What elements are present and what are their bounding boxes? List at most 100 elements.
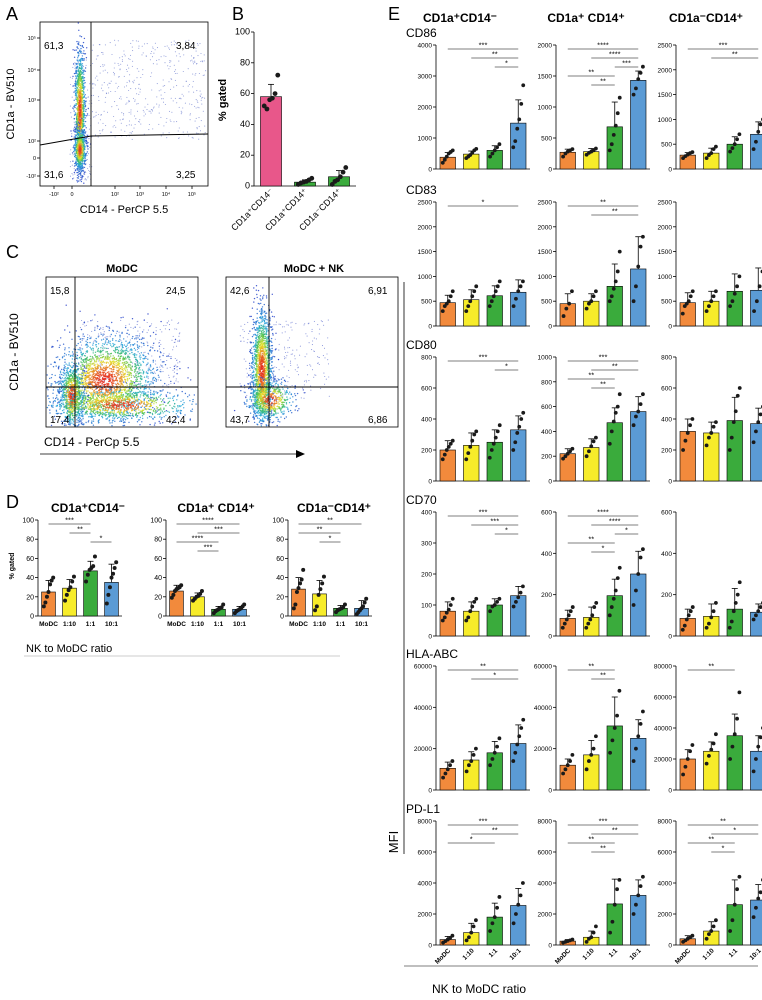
flow-c1-event — [82, 323, 84, 325]
flow-a-event — [88, 169, 90, 171]
flow-a-event — [74, 82, 76, 85]
flow-c1-event — [141, 376, 143, 378]
flow-c1-event — [52, 366, 55, 368]
flow-a-event — [75, 141, 77, 144]
flow-a-event — [185, 80, 187, 82]
flow-c1-event — [139, 377, 142, 379]
flow-c1-event — [127, 329, 129, 331]
flow-c1-event — [79, 338, 81, 340]
flow-c1-event — [78, 356, 81, 359]
flow-c1-event — [111, 321, 113, 324]
flow-c1-event — [100, 361, 102, 363]
flow-a-event — [189, 44, 191, 46]
flow-c1-event — [80, 379, 83, 381]
flow-c1-event — [68, 354, 70, 356]
flow-a-event — [77, 177, 80, 179]
flow-a-event — [198, 72, 200, 75]
flow-c1-event — [176, 328, 178, 330]
flow-a-event — [172, 100, 174, 102]
flow-c1-event — [104, 383, 107, 386]
flow-c1-event — [159, 366, 161, 368]
flow-c1-event — [107, 352, 109, 354]
flow-c1-event — [138, 367, 140, 369]
flow-c1-event — [64, 372, 66, 374]
flow-a-event — [84, 70, 87, 73]
flow-c1-event — [124, 399, 127, 402]
flow-c1-event — [107, 355, 109, 357]
flow-a-event — [141, 45, 143, 47]
flow-a-event — [171, 44, 173, 46]
flow-c1-event — [132, 362, 134, 364]
flow-c1-event — [100, 332, 102, 334]
flow-c1-event — [135, 356, 137, 359]
flow-a-event — [134, 123, 136, 126]
flow-c1-event — [49, 409, 51, 411]
flow-a-event — [182, 95, 185, 97]
flow-a-event — [102, 65, 104, 67]
flow-c1-event — [172, 349, 174, 351]
flow-c1-event — [129, 359, 131, 361]
flow-c1-event — [120, 419, 122, 421]
flow-a-event — [79, 82, 82, 85]
flow-a-event — [174, 97, 176, 99]
flow-c1-event — [75, 362, 78, 365]
flow-c1-event — [162, 399, 164, 401]
flow-c1-event — [105, 347, 108, 350]
flow-a-event — [76, 67, 78, 70]
flow-c1-event — [96, 355, 98, 358]
flow-c1-event — [159, 329, 161, 331]
flow-c1-event — [56, 340, 59, 342]
flow-c1-event — [131, 389, 133, 391]
flow-c1-event — [143, 344, 145, 346]
flow-a-event — [168, 47, 170, 49]
flow-c1-event — [65, 367, 67, 369]
flow-a-event — [77, 52, 79, 54]
flow-a-event — [75, 95, 77, 97]
flow-a-event — [77, 133, 80, 135]
flow-c1-event — [123, 344, 126, 346]
flow-a-event — [188, 91, 190, 93]
flow-a-event — [83, 109, 85, 112]
flow-c1-event — [140, 374, 142, 377]
flow-c1-event — [113, 374, 116, 376]
flow-c1-event — [89, 341, 91, 344]
flow-a-event — [119, 69, 121, 71]
flow-c1-event — [168, 320, 170, 322]
flow-a-event — [152, 63, 154, 65]
flow-a-event — [73, 114, 76, 116]
flow-c1-event — [134, 370, 136, 372]
flow-c1-event — [143, 329, 145, 331]
flow-c1-event — [65, 371, 68, 374]
flow-c1-event — [147, 372, 149, 375]
flow-c1-event — [77, 342, 79, 345]
flow-c1-event — [122, 370, 124, 372]
flow-a-event — [139, 88, 141, 90]
flow-a-event — [101, 130, 103, 132]
flow-c1-event — [85, 376, 88, 379]
flow-c1-event — [98, 328, 101, 331]
flow-a-event — [77, 70, 79, 72]
flow-c1-event — [88, 378, 90, 380]
flow-a-event — [151, 50, 153, 53]
flow-c1-event — [134, 326, 136, 328]
flow-c1-event — [133, 347, 136, 350]
flow-c1-event — [136, 349, 138, 351]
flow-c1-event — [108, 353, 110, 355]
flow-a-event — [153, 106, 155, 108]
flow-a-event — [163, 55, 165, 57]
flow-a-event — [123, 86, 126, 88]
flow-a-event — [105, 96, 107, 98]
flow-c1-event — [87, 321, 89, 323]
flow-c1-event — [100, 369, 103, 371]
flow-c1-event — [100, 406, 103, 409]
flow-c1-event — [137, 388, 139, 391]
flow-a-xtick-label: 10² — [111, 192, 119, 198]
flow-a-event — [85, 171, 87, 174]
flow-a-event — [182, 70, 184, 73]
flow-c1-event — [114, 351, 117, 354]
flow-c1-event — [55, 356, 57, 359]
flow-a-event — [107, 84, 109, 86]
flow-c1-event — [175, 366, 177, 368]
flow-a-event — [99, 119, 101, 121]
flow-c1-event — [126, 384, 128, 387]
